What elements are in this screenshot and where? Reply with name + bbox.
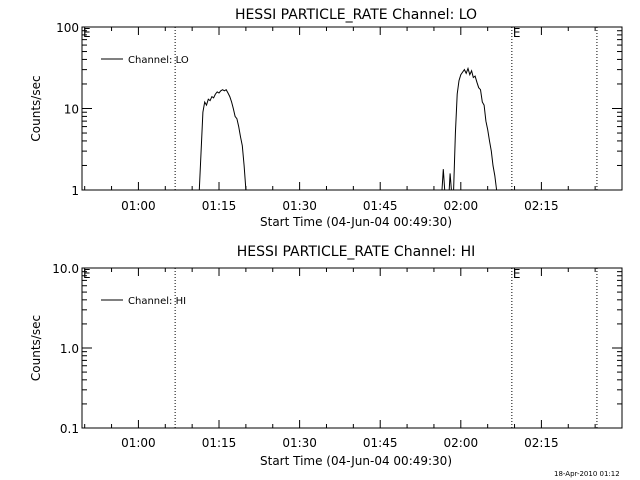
series-line [198,88,247,191]
event-marker-label: E [513,26,521,40]
y-tick-label: 1.0 [60,342,79,356]
x-tick-label: 01:15 [202,436,237,450]
x-tick-label: 02:15 [524,199,559,213]
legend-label: Channel: LO [128,55,189,66]
y-tick-label: 10.0 [52,262,79,276]
chart-panel-2: HESSI PARTICLE_RATE Channel: HI 01:00 01:1… [29,244,623,468]
chart-panel-1: HESSI PARTICLE_RATE Channel: LO 01:00 01:1… [29,7,623,229]
corner-label: E [83,26,91,40]
series-line [448,173,452,191]
y-axis-label: Counts/sec [29,315,43,381]
x-tick-label: 01:30 [282,199,317,213]
x-tick-label: 01:30 [282,436,317,450]
y-tick-label: 100 [56,21,79,35]
chart-title: HESSI PARTICLE_RATE Channel: HI [237,244,475,260]
series-line [441,169,446,191]
x-tick-label: 01:45 [363,436,398,450]
y-axis-label: Counts/sec [29,75,43,141]
x-axis-label: Start Time (04-Jun-04 00:49:30) [260,215,452,229]
series-line [453,66,498,191]
x-tick-label: 02:00 [444,199,479,213]
x-tick-label: 01:15 [202,199,237,213]
footer-timestamp: 18-Apr-2010 01:12 [554,470,620,478]
x-tick-label: 01:45 [363,199,398,213]
x-tick-label: 02:00 [444,436,479,450]
plot-frame [81,26,623,191]
plot-frame [81,267,623,429]
corner-label: E [83,267,91,281]
chart-title: HESSI PARTICLE_RATE Channel: LO [235,7,477,23]
x-tick-label: 01:00 [121,199,156,213]
x-tick-label: 01:00 [121,436,156,450]
y-tick-label: 10 [64,103,79,117]
y-tick-label: 0.1 [60,422,79,436]
x-tick-label: 02:15 [524,436,559,450]
y-tick-label: 1 [71,184,79,198]
x-axis-label: Start Time (04-Jun-04 00:49:30) [260,454,452,468]
legend-label: Channel: HI [128,296,186,307]
event-marker-label: E [513,267,521,281]
